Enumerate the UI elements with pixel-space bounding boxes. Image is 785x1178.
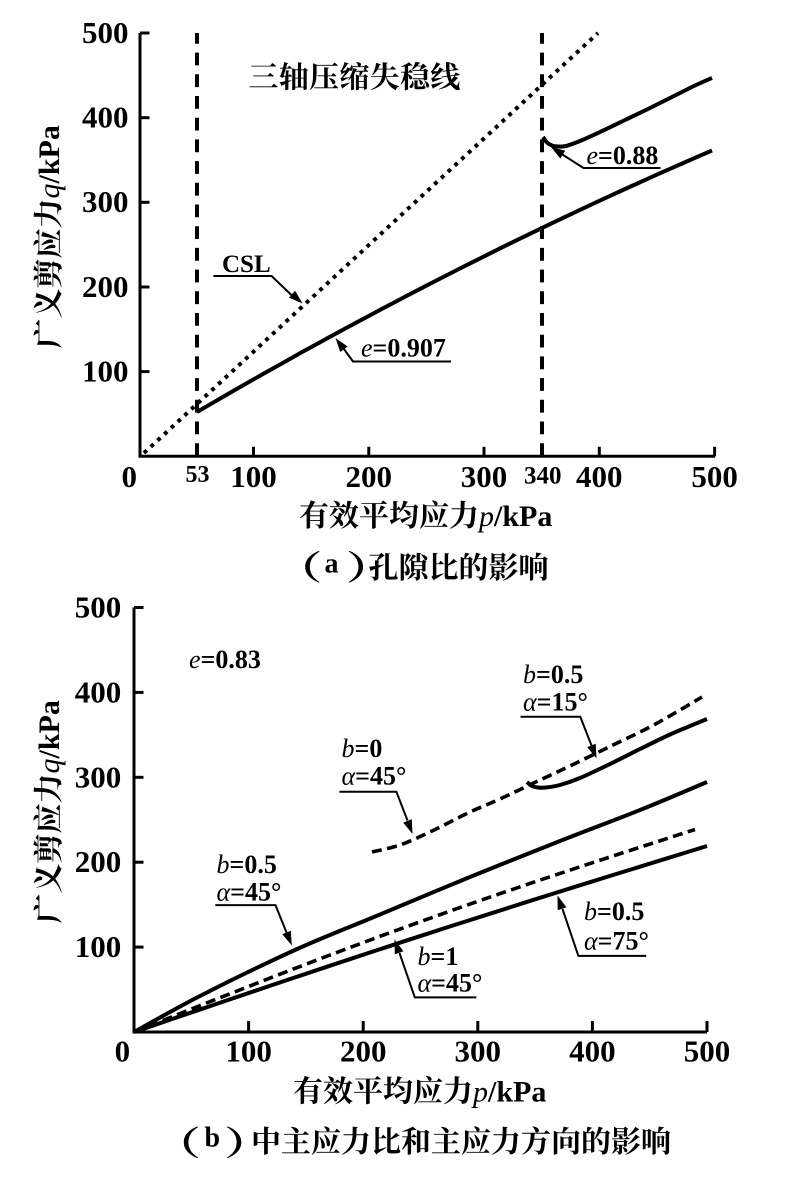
svg-text:b=0: b=0 bbox=[342, 734, 383, 763]
svg-text:α=45°: α=45° bbox=[217, 878, 282, 907]
svg-text:500: 500 bbox=[691, 459, 738, 494]
svg-text:p/kPa: p/kPa bbox=[477, 500, 552, 533]
svg-text:q/kPa: q/kPa bbox=[33, 700, 66, 773]
svg-text:500: 500 bbox=[82, 15, 129, 50]
svg-text:α=45°: α=45° bbox=[342, 762, 407, 791]
svg-text:0: 0 bbox=[115, 1034, 131, 1069]
svg-text:340: 340 bbox=[524, 463, 562, 490]
svg-text:300: 300 bbox=[75, 759, 122, 794]
svg-text:e=0.88: e=0.88 bbox=[587, 141, 659, 170]
svg-text:α=75°: α=75° bbox=[584, 927, 649, 956]
svg-text:b=1: b=1 bbox=[418, 942, 459, 971]
svg-text:100: 100 bbox=[75, 929, 122, 964]
svg-text:400: 400 bbox=[569, 1034, 616, 1069]
svg-text:p/kPa: p/kPa bbox=[471, 1076, 546, 1109]
svg-text:200: 200 bbox=[340, 1034, 387, 1069]
svg-text:200: 200 bbox=[82, 269, 129, 304]
svg-text:500: 500 bbox=[684, 1034, 731, 1069]
svg-text:300: 300 bbox=[455, 1034, 502, 1069]
svg-text:α=45°: α=45° bbox=[418, 969, 483, 998]
svg-text:400: 400 bbox=[75, 674, 122, 709]
svg-text:200: 200 bbox=[346, 459, 393, 494]
svg-text:q/kPa: q/kPa bbox=[33, 125, 66, 198]
svg-text:100: 100 bbox=[230, 459, 277, 494]
svg-text:b=0.5: b=0.5 bbox=[523, 660, 583, 689]
svg-text:400: 400 bbox=[576, 459, 623, 494]
svg-text:b=0.5: b=0.5 bbox=[584, 897, 644, 926]
svg-text:300: 300 bbox=[82, 184, 129, 219]
svg-text:100: 100 bbox=[82, 354, 129, 389]
svg-text:a: a bbox=[325, 549, 339, 580]
svg-text:300: 300 bbox=[461, 459, 508, 494]
svg-text:b=0.5: b=0.5 bbox=[217, 850, 277, 879]
svg-text:e=0.83: e=0.83 bbox=[189, 645, 261, 674]
svg-text:400: 400 bbox=[82, 100, 129, 135]
svg-text:0: 0 bbox=[122, 459, 138, 494]
svg-text:b: b bbox=[205, 1123, 221, 1154]
svg-text:500: 500 bbox=[75, 590, 122, 625]
svg-text:CSL: CSL bbox=[222, 251, 271, 278]
svg-text:53: 53 bbox=[186, 462, 210, 488]
svg-text:α=15°: α=15° bbox=[523, 688, 588, 717]
svg-text:100: 100 bbox=[225, 1034, 272, 1069]
svg-text:e=0.907: e=0.907 bbox=[361, 334, 446, 363]
svg-text:200: 200 bbox=[75, 844, 122, 879]
